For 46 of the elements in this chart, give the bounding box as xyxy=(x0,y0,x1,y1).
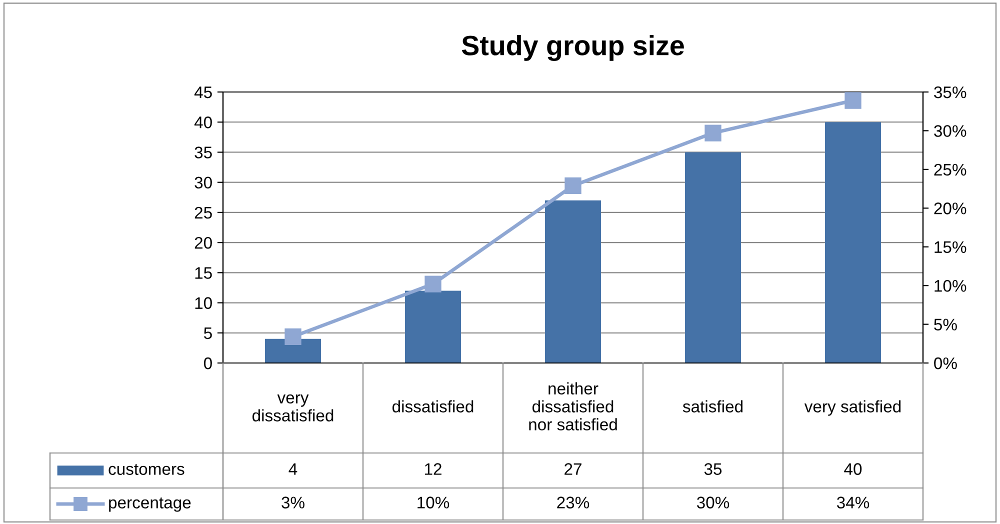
point xyxy=(424,276,442,292)
data-label: 10% xyxy=(418,496,450,508)
data-label: 27 xyxy=(564,463,582,475)
bar xyxy=(265,338,321,363)
y2-tick-label: 35% xyxy=(934,86,966,98)
data-label: 30% xyxy=(696,496,730,508)
y2-tick-label: 25% xyxy=(934,164,966,176)
x-tick-label: very dissatisfied xyxy=(252,394,334,422)
y2-tick-label: 20% xyxy=(934,202,966,214)
bar xyxy=(405,290,461,363)
y-tick-label: 20 xyxy=(194,236,212,249)
point xyxy=(284,328,302,346)
y2-tick-label: 0% xyxy=(934,357,957,370)
data-label: 40 xyxy=(844,463,862,475)
y-tick-label: 5 xyxy=(204,327,212,340)
data-label: 12 xyxy=(425,463,442,475)
data-label: 23% xyxy=(557,496,590,508)
x-tick-label: dissatisfied xyxy=(392,400,474,412)
chart-title: Study group size xyxy=(462,34,684,62)
y2-tick-label: 30% xyxy=(934,125,966,137)
x-tick-label: very satisfied xyxy=(804,400,901,416)
y-tick-label: 0 xyxy=(204,357,212,370)
bar xyxy=(685,152,741,363)
y-tick-label: 45 xyxy=(194,86,212,98)
bar xyxy=(825,122,881,363)
data-label: 4 xyxy=(288,463,298,475)
legend-label: percentage xyxy=(109,498,191,512)
point xyxy=(564,177,582,194)
legend-label: customers xyxy=(108,464,184,475)
y-tick-label: 15 xyxy=(195,267,212,279)
y-tick-label: 35 xyxy=(194,146,212,158)
y-tick-label: 40 xyxy=(194,116,212,128)
y-tick-label: 10 xyxy=(195,297,212,309)
x-tick-label: neither dissatisfied nor satisfied xyxy=(529,382,617,430)
point xyxy=(844,92,862,109)
y2-tick-label: 10% xyxy=(934,280,966,292)
data-label: 3% xyxy=(282,496,304,508)
data-label: 34% xyxy=(836,496,870,508)
y-tick-label: 30 xyxy=(194,176,212,189)
point xyxy=(704,124,722,142)
x-tick-label: satisfied xyxy=(682,400,742,412)
bar xyxy=(545,200,601,363)
y2-tick-label: 5% xyxy=(934,318,957,330)
y-tick-label: 25 xyxy=(194,206,212,219)
y2-tick-label: 15% xyxy=(934,241,966,254)
data-label: 35 xyxy=(704,463,722,475)
